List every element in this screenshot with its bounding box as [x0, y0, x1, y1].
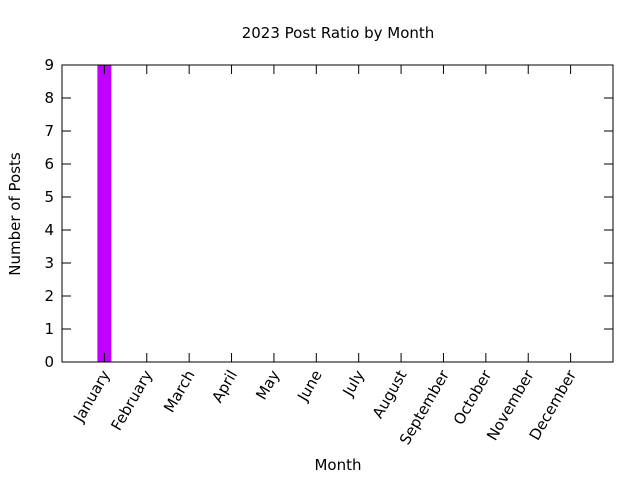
y-tick-label: 7	[44, 122, 54, 140]
y-tick-label: 3	[44, 254, 54, 272]
y-tick-label: 6	[44, 155, 54, 173]
y-axis-label: Number of Posts	[6, 152, 24, 276]
x-tick-label: July	[339, 367, 369, 400]
bar	[97, 65, 112, 362]
y-tick-label: 5	[44, 188, 54, 206]
y-tick-label: 0	[44, 353, 54, 371]
y-tick-label: 9	[44, 56, 54, 74]
plot-frame	[61, 64, 614, 363]
y-tick-label: 8	[44, 89, 54, 107]
bars-layer	[97, 65, 112, 362]
x-tick-label: March	[160, 367, 198, 416]
y-axis: 0 1 2 3 4 5 6 7 8 9	[44, 56, 613, 371]
x-tick-label: August	[369, 367, 411, 422]
y-tick-label: 1	[44, 320, 54, 338]
chart-title: 2023 Post Ratio by Month	[242, 24, 435, 42]
x-axis-label: Month	[314, 456, 361, 474]
y-tick-label: 2	[44, 287, 54, 305]
x-tick-label: October	[450, 366, 496, 428]
x-tick-label: May	[252, 367, 283, 403]
y-tick-label: 4	[44, 221, 54, 239]
x-tick-label: February	[107, 367, 156, 434]
x-tick-label: June	[293, 367, 325, 405]
x-tick-label: January	[69, 367, 114, 426]
x-tick-label: April	[208, 367, 241, 406]
